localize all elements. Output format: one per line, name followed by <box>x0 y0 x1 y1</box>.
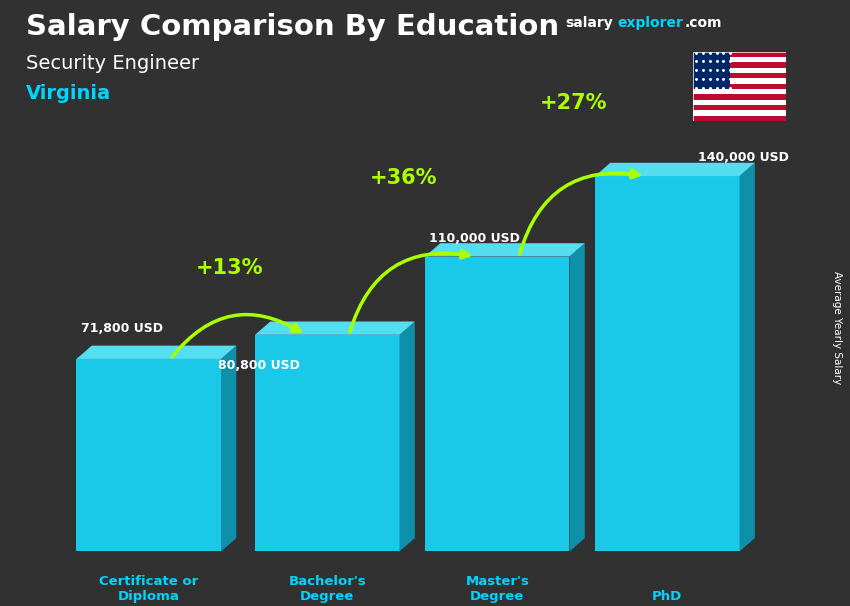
Bar <box>693 110 786 116</box>
Bar <box>693 89 786 95</box>
Polygon shape <box>76 359 221 551</box>
FancyArrowPatch shape <box>173 315 300 357</box>
Bar <box>693 84 786 89</box>
Text: salary: salary <box>565 16 613 30</box>
Polygon shape <box>255 322 415 335</box>
Polygon shape <box>400 322 415 551</box>
Polygon shape <box>76 345 236 359</box>
Text: Bachelor's
Degree: Bachelor's Degree <box>288 575 366 603</box>
Text: Master's
Degree: Master's Degree <box>465 575 530 603</box>
Text: Salary Comparison By Education: Salary Comparison By Education <box>26 13 558 41</box>
Text: +13%: +13% <box>196 258 264 278</box>
Polygon shape <box>221 345 236 551</box>
Bar <box>693 105 786 110</box>
Bar <box>693 52 786 57</box>
Text: 80,800 USD: 80,800 USD <box>218 359 300 371</box>
Bar <box>693 95 786 100</box>
Polygon shape <box>255 335 400 551</box>
Text: .com: .com <box>685 16 722 30</box>
Bar <box>693 73 786 78</box>
Polygon shape <box>595 163 755 176</box>
Polygon shape <box>570 243 585 551</box>
Text: Certificate or
Diploma: Certificate or Diploma <box>99 575 198 603</box>
Bar <box>693 100 786 105</box>
Text: 71,800 USD: 71,800 USD <box>81 322 162 335</box>
Bar <box>693 57 786 62</box>
FancyArrowPatch shape <box>349 250 469 332</box>
Bar <box>693 78 786 84</box>
FancyArrowPatch shape <box>519 170 639 254</box>
Text: Average Yearly Salary: Average Yearly Salary <box>832 271 842 384</box>
Bar <box>693 62 786 68</box>
Polygon shape <box>595 176 740 551</box>
Text: PhD: PhD <box>652 590 683 603</box>
Bar <box>693 52 730 89</box>
Text: +27%: +27% <box>540 93 608 113</box>
Bar <box>693 116 786 121</box>
Polygon shape <box>425 243 585 256</box>
Text: Virginia: Virginia <box>26 84 110 104</box>
Polygon shape <box>425 256 570 551</box>
Text: +36%: +36% <box>370 168 438 188</box>
Bar <box>693 68 786 73</box>
Text: 140,000 USD: 140,000 USD <box>699 152 789 164</box>
Text: Security Engineer: Security Engineer <box>26 54 199 73</box>
Text: 110,000 USD: 110,000 USD <box>429 232 520 245</box>
Text: explorer: explorer <box>617 16 683 30</box>
Polygon shape <box>740 163 755 551</box>
